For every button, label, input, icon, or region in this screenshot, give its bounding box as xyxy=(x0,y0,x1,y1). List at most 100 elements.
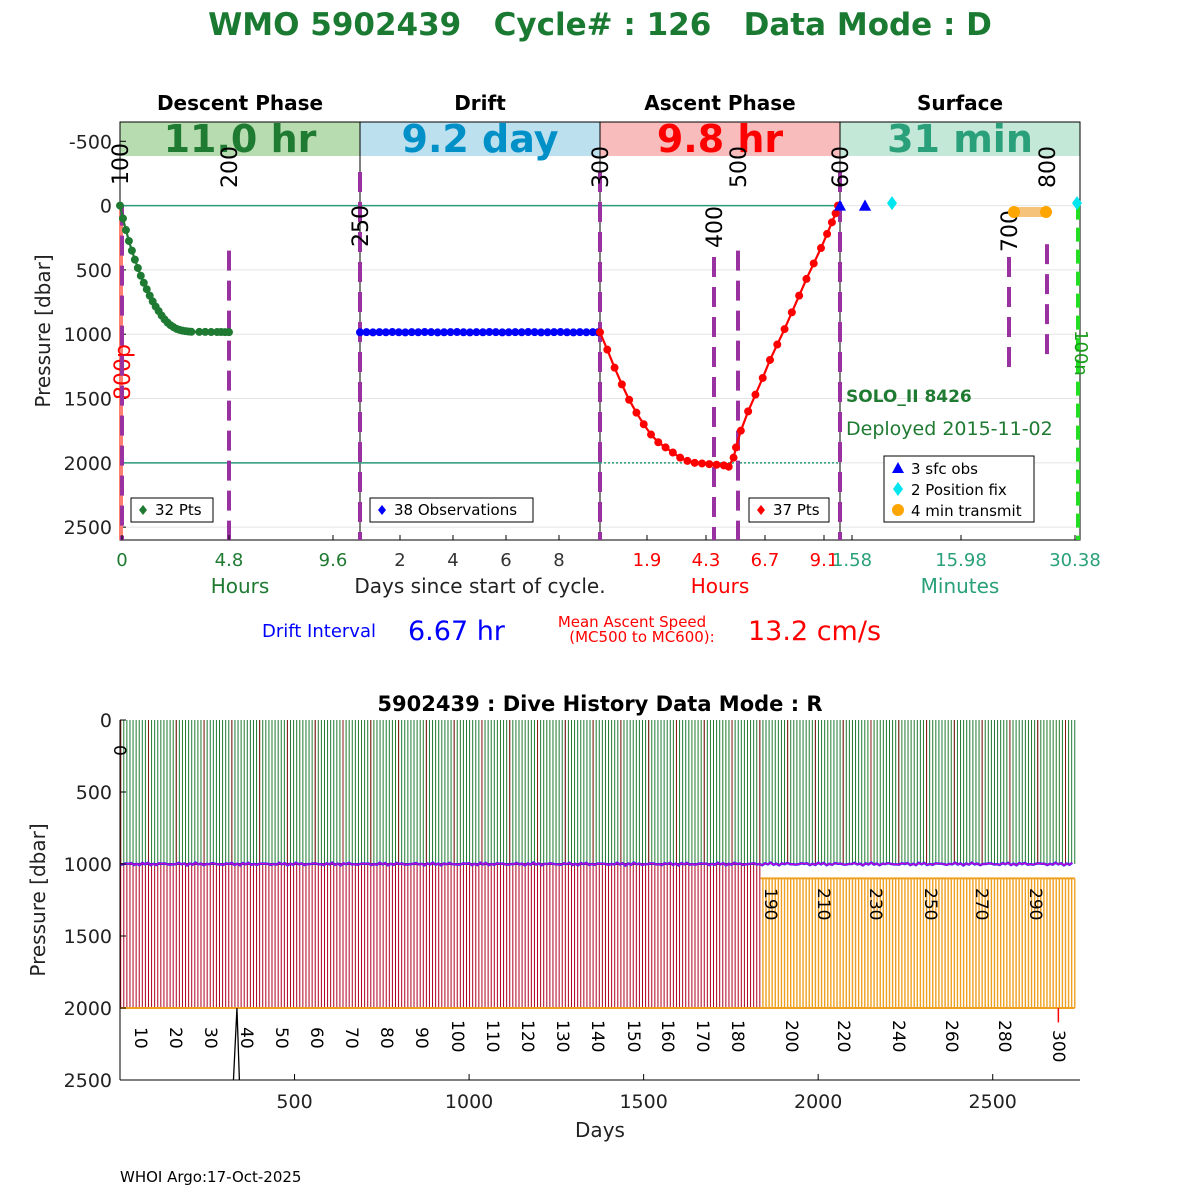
surface-legend-box xyxy=(883,455,1035,523)
phase-band xyxy=(360,122,600,156)
x-tick-label: 9.1 xyxy=(810,550,839,571)
cycle-label: 30 xyxy=(200,1027,220,1049)
x-tick-label: 2000 xyxy=(794,1091,842,1113)
surface-legend-fix-marker xyxy=(893,482,903,496)
anomaly-spike xyxy=(232,1007,241,1081)
cycle-label: 160 xyxy=(657,1020,677,1052)
drift-point xyxy=(388,328,397,337)
drift-point xyxy=(556,328,565,337)
drift-point xyxy=(362,328,371,337)
ascent-point xyxy=(676,453,685,462)
cycle-label: 270 xyxy=(971,888,991,920)
ascent-point xyxy=(802,274,811,283)
drift-point xyxy=(575,328,584,337)
ascent-point xyxy=(809,259,818,268)
x-tick-label: 15.98 xyxy=(935,550,987,571)
drift-legend-text: 38 Observations xyxy=(394,501,517,519)
y-axis-label: Pressure [dbar] xyxy=(26,823,50,976)
x-tick-label: 6 xyxy=(500,550,511,571)
cycle-label: 170 xyxy=(692,1020,712,1052)
mission-code-label: 250 xyxy=(349,205,374,247)
x-tick-label: 8 xyxy=(553,550,564,571)
descent-point xyxy=(139,278,148,287)
y-tick-label: 500 xyxy=(76,260,112,282)
ascent-point xyxy=(690,458,699,467)
ascent-point xyxy=(780,325,789,334)
drift-point xyxy=(465,328,474,337)
drift-point xyxy=(414,328,423,337)
cycle-label: 180 xyxy=(727,1020,747,1052)
ascent-point xyxy=(625,395,634,404)
y-tick-label: 2500 xyxy=(64,1070,112,1092)
descent-point xyxy=(133,263,142,272)
drift-point xyxy=(530,328,539,337)
cycle-label: 210 xyxy=(813,888,833,920)
descent-point xyxy=(136,271,145,280)
drift-point xyxy=(517,328,526,337)
drift-interval-value: 6.67 hr xyxy=(408,616,506,647)
drift-point xyxy=(511,328,520,337)
deployed-date: Deployed 2015-11-02 xyxy=(846,418,1053,440)
cycle-label: 240 xyxy=(888,1020,908,1052)
cycle-label: 230 xyxy=(865,888,885,920)
y-tick-label: 1000 xyxy=(64,324,112,346)
drift-point xyxy=(368,328,377,337)
ascent-point xyxy=(654,438,663,447)
y-tick-label: 0 xyxy=(100,710,112,732)
cycle-label: 250 xyxy=(920,888,940,920)
x-tick-label: 4.3 xyxy=(692,550,721,571)
ascent-point xyxy=(795,291,804,300)
ascent-point xyxy=(817,244,825,253)
ascent-point xyxy=(617,380,626,389)
surface-legend-transmit: 4 min transmit xyxy=(911,502,1022,520)
cycle-label: 140 xyxy=(587,1020,607,1052)
drift-point xyxy=(459,328,468,337)
ascent-point xyxy=(773,340,782,349)
drift-point xyxy=(485,328,494,337)
ascent-speed-label-2: (MC500 to MC600): xyxy=(569,628,714,646)
phase-title: Drift xyxy=(454,91,506,115)
drift-point xyxy=(446,328,455,337)
y-tick-label: 2000 xyxy=(64,998,112,1020)
y-tick-label: 2000 xyxy=(64,453,112,475)
drift-point xyxy=(537,328,546,337)
drift-point xyxy=(472,328,481,337)
drift-point xyxy=(582,328,591,337)
phase-duration: 9.2 day xyxy=(402,117,559,161)
x-tick-label: 6.7 xyxy=(751,550,780,571)
x-tick-label: 1500 xyxy=(619,1091,667,1113)
descent-point xyxy=(127,246,136,255)
x-tick-label: 30.38 xyxy=(1049,550,1101,571)
ascent-point xyxy=(712,460,721,469)
figure-title: WMO 5902439 Cycle# : 126 Data Mode : D xyxy=(208,7,992,43)
phase-band xyxy=(600,122,840,156)
x-axis-unit: Hours xyxy=(211,574,270,598)
ascent-speed-label-1: Mean Ascent Speed xyxy=(558,613,706,631)
descent-legend-text: 32 Pts xyxy=(155,501,202,519)
cycle-label: 260 xyxy=(941,1020,961,1052)
drift-point xyxy=(478,328,487,337)
ascent-point xyxy=(683,456,692,465)
footer-credit: WHOI Argo:17-Oct-2025 xyxy=(120,1168,301,1186)
x-axis-unit: Hours xyxy=(691,574,750,598)
cycle-label: 100 xyxy=(447,1020,467,1052)
ascent-point xyxy=(736,426,745,435)
surface-legend-obs: 3 sfc obs xyxy=(911,460,978,478)
ascent-point xyxy=(729,453,738,462)
descent-point xyxy=(142,285,151,294)
x-tick-label: 1.9 xyxy=(633,550,662,571)
y-tick-label: -500 xyxy=(69,131,112,153)
surface-legend-fix: 2 Position fix xyxy=(911,481,1007,499)
dive-history-title: 5902439 : Dive History Data Mode : R xyxy=(377,692,822,716)
ascent-point xyxy=(661,443,670,452)
drift-point xyxy=(562,328,571,337)
drift-point xyxy=(401,328,410,337)
y-tick-label: 1500 xyxy=(64,926,112,948)
cycle-label: 290 xyxy=(1025,888,1045,920)
x-tick-label: 4 xyxy=(447,550,458,571)
y-axis-label: Pressure [dbar] xyxy=(31,254,55,407)
ascent-point xyxy=(705,460,714,469)
x-tick-label: 2 xyxy=(394,550,405,571)
